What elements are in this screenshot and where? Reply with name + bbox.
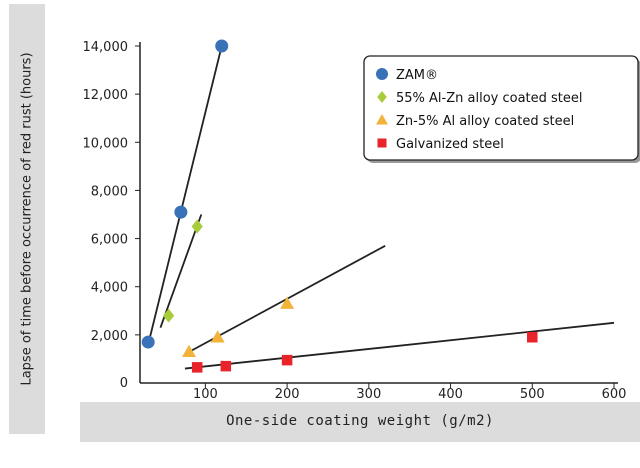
legend-marker [376,114,388,125]
x-tick-label: 100 [193,387,218,400]
legend-marker [376,68,388,80]
data-point [174,205,188,219]
data-point [280,296,295,309]
axes: 0 2,000 4,000 6,000 8,000 10,000 12,000 14,000 1… [83,40,627,400]
y-tick-label: 10,000 [83,136,129,151]
data-point [215,39,229,53]
x-tick-label: 400 [438,387,463,400]
x-axis-label-box: One-side coating weight (g/m2) [80,402,640,442]
legend-marker [377,91,387,103]
y-tick-label: 14,000 [83,40,129,55]
x-tick-label: 200 [275,387,300,400]
data-point [281,354,293,366]
y-axis-label-box: Lapse of time before occurrence of red r… [9,4,45,434]
data-point [191,362,203,373]
y-tick-label: 12,000 [83,88,129,103]
y-tick-label: 4,000 [91,281,128,296]
legend-entry: ZAM® [396,68,438,83]
data-point [210,330,225,343]
x-axis-label: One-side coating weight (g/m2) [226,413,494,429]
data-point [182,344,197,357]
y-tick-label: 6,000 [91,233,128,248]
trend-line [159,214,203,328]
trend-line [147,45,223,345]
data-point [220,360,232,372]
x-tick-label: 600 [602,387,627,400]
data-point [163,308,175,323]
data-markers [141,39,538,373]
legend-entry: Galvanized steel [396,137,504,152]
legend: ZAM® 55% Al-Zn alloy coated steel Zn-5% Al… [363,55,640,163]
legend-entry: 55% Al-Zn alloy coated steel [396,91,583,106]
x-tick-label: 500 [520,387,545,400]
data-point [141,335,155,349]
trend-line [184,321,615,370]
chart: 0 2,000 4,000 6,000 8,000 10,000 12,000 14,000 1… [83,39,640,400]
x-tick-label: 300 [356,387,381,400]
y-tick-label: 2,000 [91,329,128,344]
y-tick-label: 0 [120,376,128,391]
data-point [191,219,203,234]
data-point [527,332,538,343]
y-tick-label: 8,000 [91,184,128,199]
legend-entry: Zn-5% Al alloy coated steel [396,114,574,129]
legend-box [363,55,639,161]
legend-marker [377,138,387,148]
